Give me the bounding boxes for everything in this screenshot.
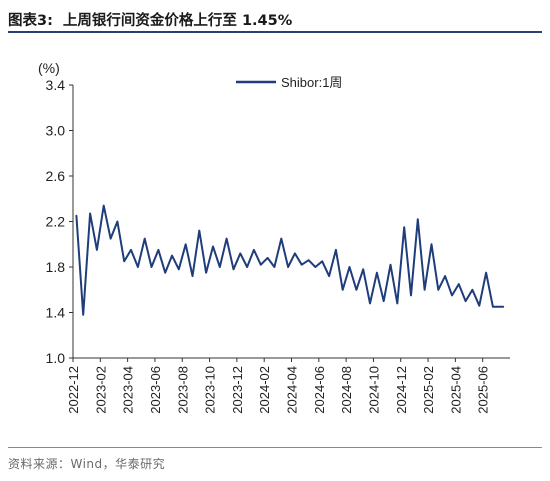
y-tick-label: 1.4 — [46, 305, 66, 321]
plot-area — [75, 204, 505, 316]
y-unit-label: (%) — [38, 60, 60, 76]
x-tick-label: 2025-02 — [421, 366, 436, 414]
y-tick-label: 3.0 — [46, 123, 66, 139]
source-note: 资料来源：Wind，华泰研究 — [8, 457, 166, 471]
x-tick-label: 2024-12 — [394, 366, 409, 414]
series-line — [75, 204, 505, 316]
y-tick-label: 2.6 — [46, 168, 66, 184]
y-tick-label: 1.8 — [46, 259, 66, 275]
y-tick-label: 1.0 — [46, 350, 66, 366]
x-axis: 2022-12 2023-02 2023-04 2023-06 2023-08 2023-… — [66, 357, 510, 414]
legend: Shibor:1周 — [236, 75, 342, 90]
x-tick-label: 2024-04 — [285, 366, 300, 414]
x-tick-label: 2024-06 — [312, 366, 327, 414]
figure-title: 图表3: 上周银行间资金价格上行至 1.45% — [8, 7, 542, 31]
x-tick-label: 2025-06 — [476, 366, 491, 414]
chart-title: 上周银行间资金价格上行至 1.45% — [62, 12, 293, 29]
figure-label: 图表3: — [8, 12, 53, 29]
y-axis: 1.0 1.4 1.8 2.2 2.6 3.0 3.4(%) — [38, 60, 74, 366]
x-tick-label: 2023-10 — [203, 366, 218, 414]
x-tick-label: 2025-04 — [448, 366, 463, 414]
x-tick-label: 2023-06 — [148, 366, 163, 414]
x-tick-label: 2023-04 — [121, 366, 136, 414]
x-tick-label: 2024-02 — [257, 366, 272, 414]
legend-label: Shibor:1周 — [281, 75, 342, 90]
x-tick-label: 2022-12 — [66, 366, 81, 414]
x-tick-label: 2023-02 — [93, 366, 108, 414]
x-tick-label: 2024-08 — [339, 366, 354, 414]
source-divider — [8, 447, 542, 448]
y-tick-label: 2.2 — [46, 214, 66, 230]
x-tick-label: 2023-12 — [230, 366, 245, 414]
x-tick-label: 2023-08 — [175, 366, 190, 414]
x-tick-label: 2024-10 — [366, 366, 381, 414]
y-tick-label: 3.4 — [46, 77, 66, 93]
title-divider — [8, 31, 542, 33]
